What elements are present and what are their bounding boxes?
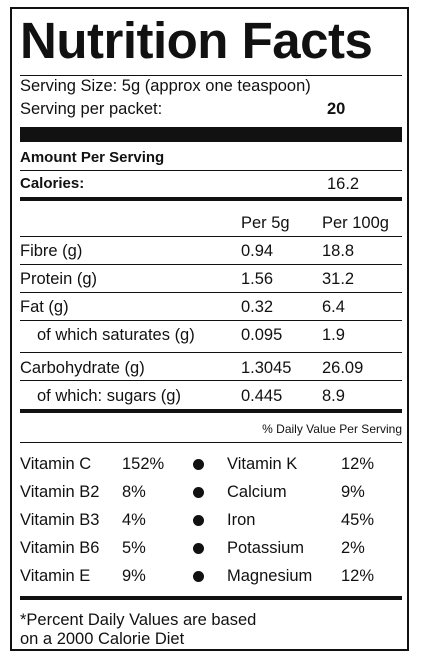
column-header-per-100g: Per 100g (322, 214, 389, 232)
footnote-line: *Percent Daily Values are based (20, 611, 257, 629)
divider (20, 170, 402, 171)
footnote-line: on a 2000 Calorie Diet (20, 630, 185, 648)
vitamin-name: Vitamin B6 (20, 539, 100, 557)
daily-value-header: % Daily Value Per Serving (262, 422, 402, 436)
servings-per-packet-value: 20 (327, 100, 346, 118)
nutrient-label: Carbohydrate (g) (20, 359, 145, 377)
calories-label: Calories: (20, 175, 85, 192)
nutrient-per-100g: 31.2 (322, 270, 355, 288)
divider (20, 264, 402, 265)
nutrient-per-100g: 6.4 (322, 298, 345, 316)
vitamin-name: Magnesium (227, 567, 313, 585)
bullet-icon (193, 571, 204, 582)
vitamin-value: 12% (341, 455, 375, 473)
vitamin-name: Potassium (227, 539, 305, 557)
nutrient-label: Protein (g) (20, 270, 98, 288)
vitamin-value: 4% (122, 511, 146, 529)
bullet-icon (193, 543, 204, 554)
divider (20, 292, 402, 293)
divider (20, 380, 402, 381)
vitamin-name: Vitamin E (20, 567, 91, 585)
vitamin-name: Vitamin K (227, 455, 298, 473)
medium-divider (20, 596, 402, 600)
nutrient-per-5g: 1.3045 (241, 359, 292, 377)
vitamin-value: 8% (122, 483, 146, 501)
vitamin-value: 9% (122, 567, 146, 585)
medium-divider (20, 409, 402, 413)
vitamin-value: 2% (341, 539, 365, 557)
divider (20, 236, 402, 237)
nutrient-per-100g: 26.09 (322, 359, 364, 377)
bullet-icon (193, 459, 204, 470)
nutrient-per-5g: 0.095 (241, 326, 283, 344)
medium-divider (20, 197, 402, 201)
vitamin-name: Vitamin B2 (20, 483, 100, 501)
bullet-icon (193, 515, 204, 526)
vitamin-name: Vitamin B3 (20, 511, 100, 529)
vitamin-name: Iron (227, 511, 256, 529)
vitamin-name: Vitamin C (20, 455, 92, 473)
nutrient-per-5g: 0.32 (241, 298, 274, 316)
calories-value: 16.2 (327, 175, 360, 193)
nutrient-per-100g: 18.8 (322, 242, 355, 260)
vitamin-value: 45% (341, 511, 375, 529)
nutrient-label: Fat (g) (20, 298, 69, 316)
nutrient-per-100g: 1.9 (322, 326, 345, 344)
nutrient-per-5g: 0.445 (241, 387, 283, 405)
label-title: Nutrition Facts (20, 12, 373, 69)
servings-per-packet-label: Serving per packet: (20, 100, 163, 118)
nutrient-per-5g: 1.56 (241, 270, 274, 288)
divider (20, 352, 402, 353)
serving-size: Serving Size: 5g (approx one teaspoon) (20, 77, 311, 95)
nutrient-sub-label: of which saturates (g) (37, 326, 195, 344)
divider (20, 320, 402, 321)
vitamin-value: 152% (122, 455, 165, 473)
bullet-icon (193, 487, 204, 498)
vitamin-value: 5% (122, 539, 146, 557)
divider (20, 442, 402, 443)
amount-per-serving: Amount Per Serving (20, 149, 165, 166)
vitamin-value: 9% (341, 483, 365, 501)
thick-divider (20, 127, 402, 142)
nutrient-per-100g: 8.9 (322, 387, 345, 405)
nutrient-sub-label: of which: sugars (g) (37, 387, 181, 405)
nutrient-per-5g: 0.94 (241, 242, 274, 260)
vitamin-value: 12% (341, 567, 375, 585)
divider (20, 75, 402, 76)
nutrient-label: Fibre (g) (20, 242, 83, 260)
column-header-per-serving: Per 5g (241, 214, 290, 232)
vitamin-name: Calcium (227, 483, 287, 501)
nutrition-label (10, 7, 409, 651)
